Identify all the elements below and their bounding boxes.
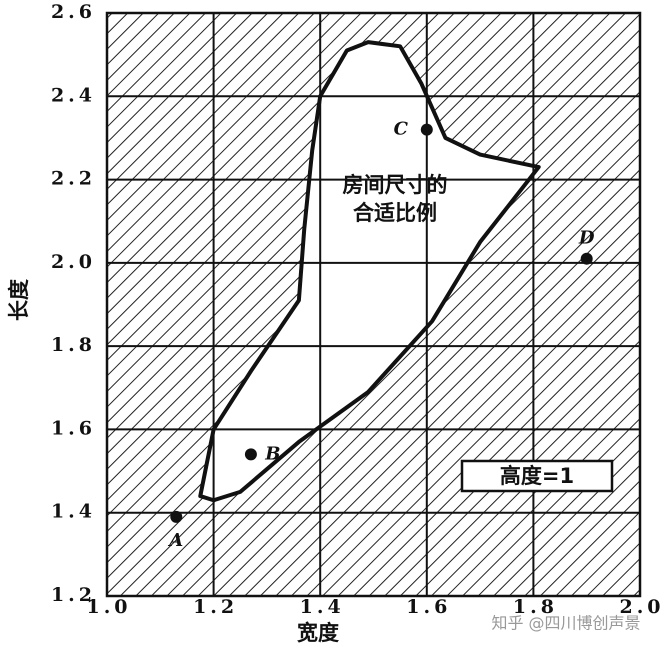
watermark: 知乎 @四川博创声景: [491, 614, 640, 633]
y-tick-label: 1.6: [51, 417, 96, 439]
point: [580, 252, 593, 265]
region-label: 合适比例: [353, 201, 437, 225]
y-tick-label: 1.8: [51, 334, 96, 356]
point-label: B: [264, 443, 280, 464]
x-axis-title: 宽度: [297, 621, 339, 645]
x-tick-label: 2.0: [619, 596, 664, 618]
x-tick-label: 1.2: [193, 596, 238, 618]
y-tick-label: 2.0: [51, 251, 96, 273]
x-tick-label: 1.8: [513, 596, 558, 618]
region-outline: [198, 40, 541, 503]
y-axis-title: 长度: [7, 279, 31, 321]
y-tick-label: 2.2: [51, 168, 96, 190]
x-tick-label: 1.6: [406, 596, 451, 618]
point-label: C: [394, 119, 409, 140]
point: [244, 448, 257, 461]
point-label: A: [167, 530, 183, 551]
legend-box: [460, 459, 614, 493]
x-tick-label: 1.4: [300, 596, 345, 618]
point: [170, 510, 183, 523]
y-tick-label: 2.6: [51, 1, 96, 23]
region-label: 房间尺寸的: [343, 173, 448, 197]
y-tick-label: 1.4: [51, 501, 96, 523]
annotation: 高度=1: [500, 464, 574, 488]
x-tick-label: 1.0: [86, 596, 131, 618]
y-tick-label: 1.2: [51, 584, 96, 606]
point-label: D: [578, 228, 595, 249]
plot-frame: [105, 11, 642, 598]
point: [420, 123, 433, 136]
region-fill: [200, 42, 539, 501]
y-tick-label: 2.4: [51, 84, 96, 106]
